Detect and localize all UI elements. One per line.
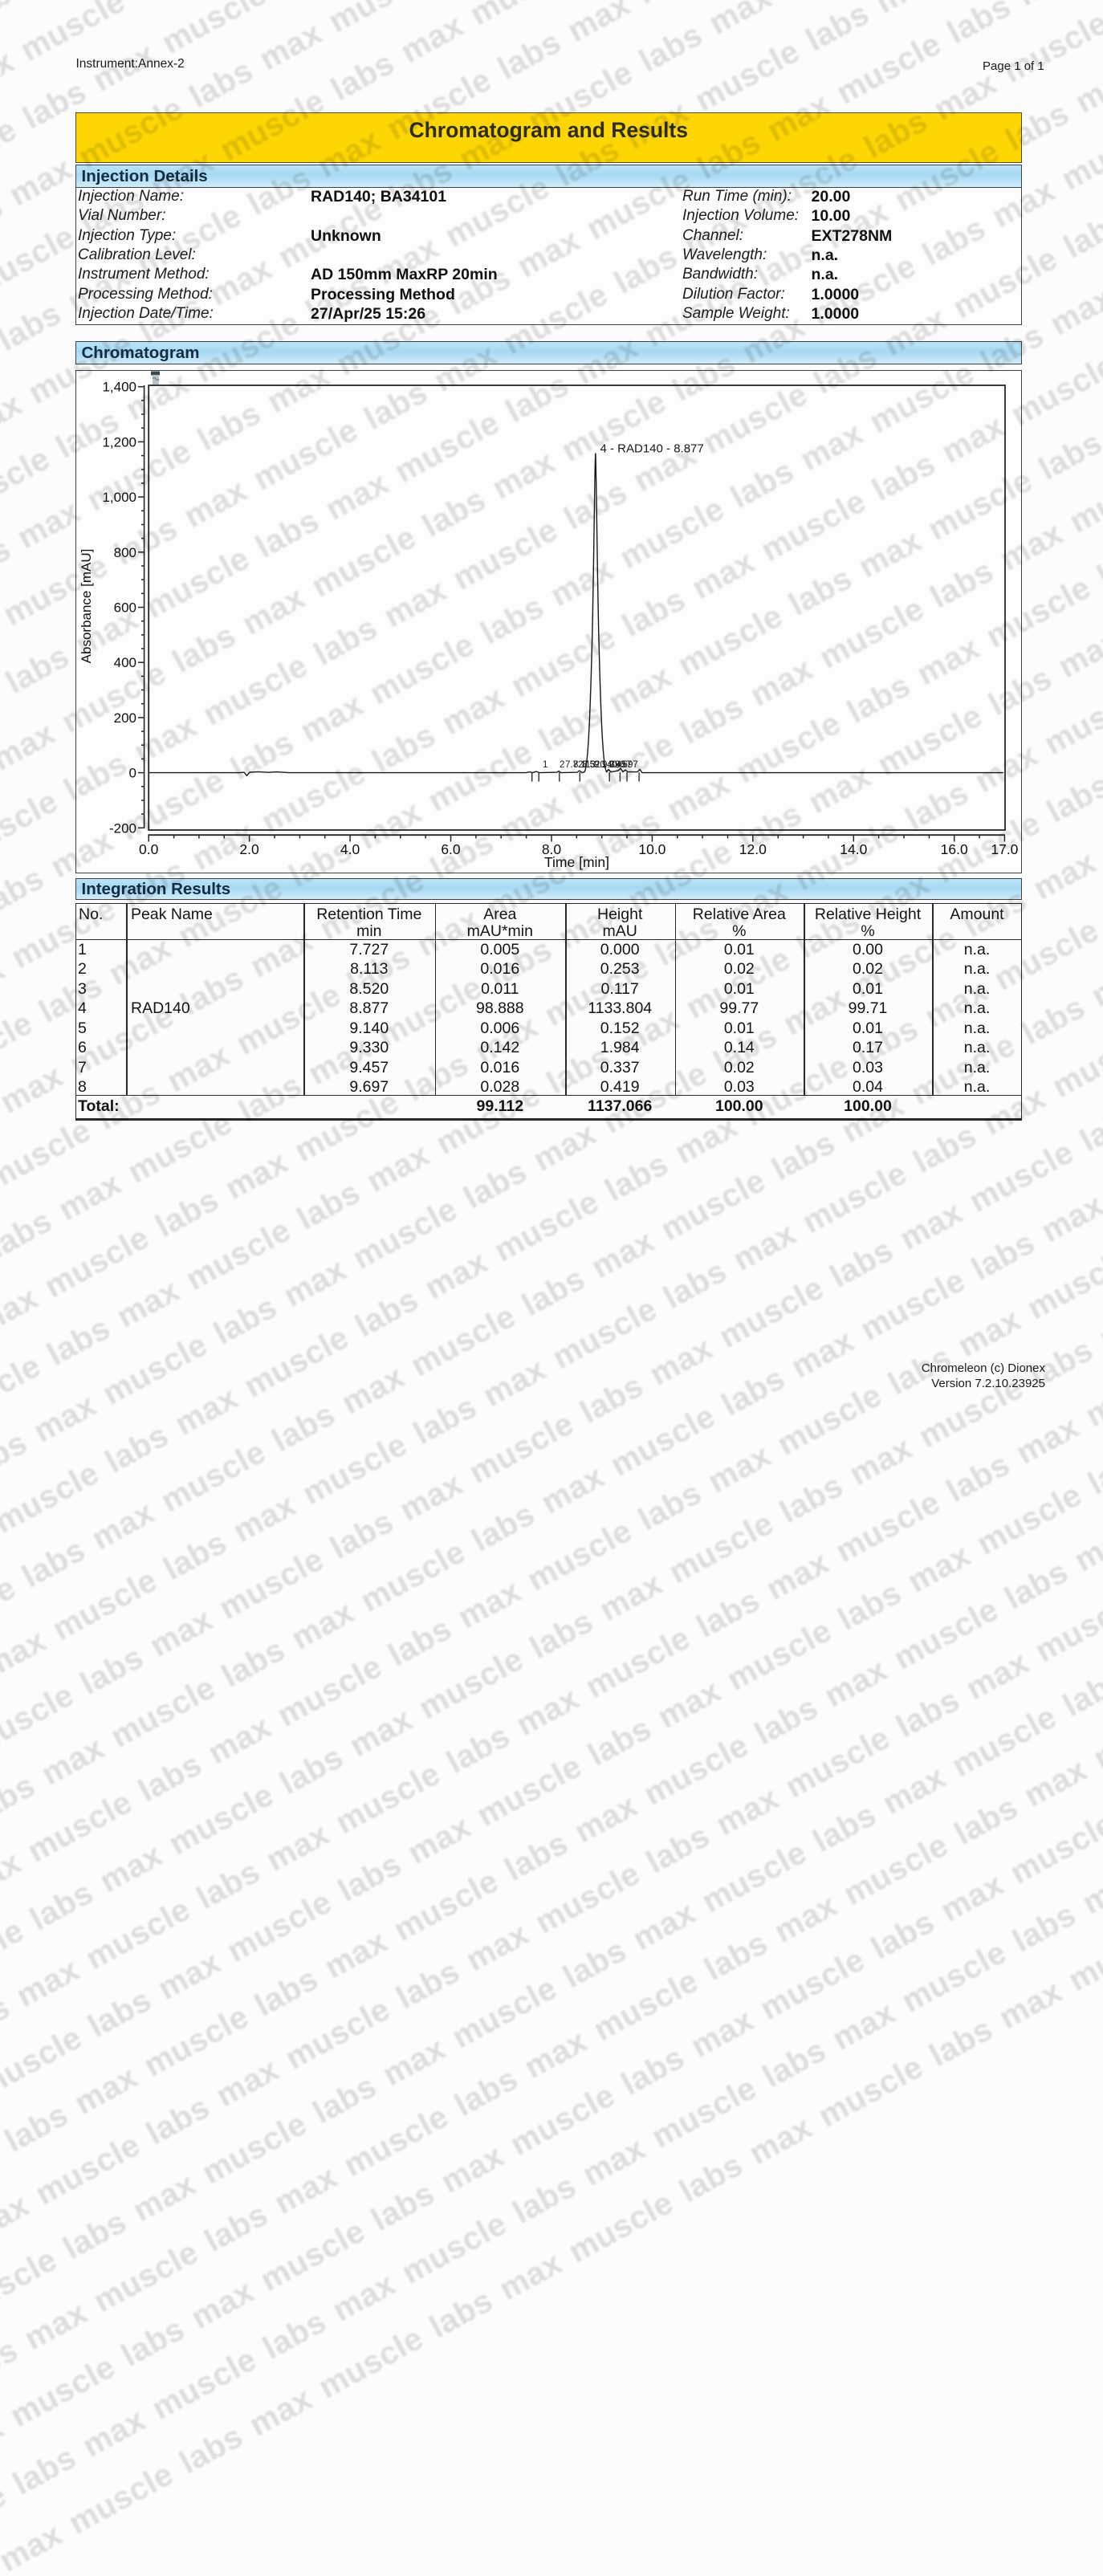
svg-text:4.0: 4.0 [340, 841, 360, 857]
svg-text:9.457: 9.457 [608, 760, 632, 770]
svg-text:-200: -200 [109, 820, 136, 836]
svg-text:0.0: 0.0 [139, 841, 159, 857]
svg-text:Time [min]: Time [min] [544, 854, 609, 870]
svg-text:6.0: 6.0 [441, 841, 461, 857]
svg-text:800: 800 [114, 545, 136, 560]
svg-text:8.0: 8.0 [542, 841, 562, 857]
svg-text:1,400: 1,400 [102, 380, 136, 395]
svg-text:8.113: 8.113 [573, 760, 596, 770]
svg-text:200: 200 [114, 710, 136, 726]
svg-text:400: 400 [114, 655, 136, 670]
svg-text:9.697: 9.697 [615, 760, 638, 770]
svg-text:Absorbance [mAU]: Absorbance [mAU] [79, 549, 94, 664]
svg-text:7.727: 7.727 [565, 760, 588, 770]
svg-text:16.0: 16.0 [941, 841, 968, 857]
svg-text:8.520: 8.520 [582, 760, 605, 770]
svg-text:2: 2 [560, 760, 564, 770]
svg-text:1,000: 1,000 [102, 490, 136, 505]
svg-text:0: 0 [129, 766, 136, 781]
svg-text:10.0: 10.0 [638, 841, 665, 857]
svg-text:9.140: 9.140 [594, 760, 617, 770]
svg-text:2.0: 2.0 [239, 841, 259, 857]
svg-text:12.0: 12.0 [739, 841, 767, 857]
svg-text:1: 1 [543, 760, 547, 770]
svg-text:9.330: 9.330 [602, 760, 625, 770]
svg-text:14.0: 14.0 [840, 841, 867, 857]
svg-text:4 - RAD140 - 8.877: 4 - RAD140 - 8.877 [600, 442, 704, 456]
svg-text:17.0: 17.0 [991, 841, 1018, 857]
svg-text:1,200: 1,200 [102, 434, 136, 450]
svg-text:600: 600 [114, 600, 136, 616]
